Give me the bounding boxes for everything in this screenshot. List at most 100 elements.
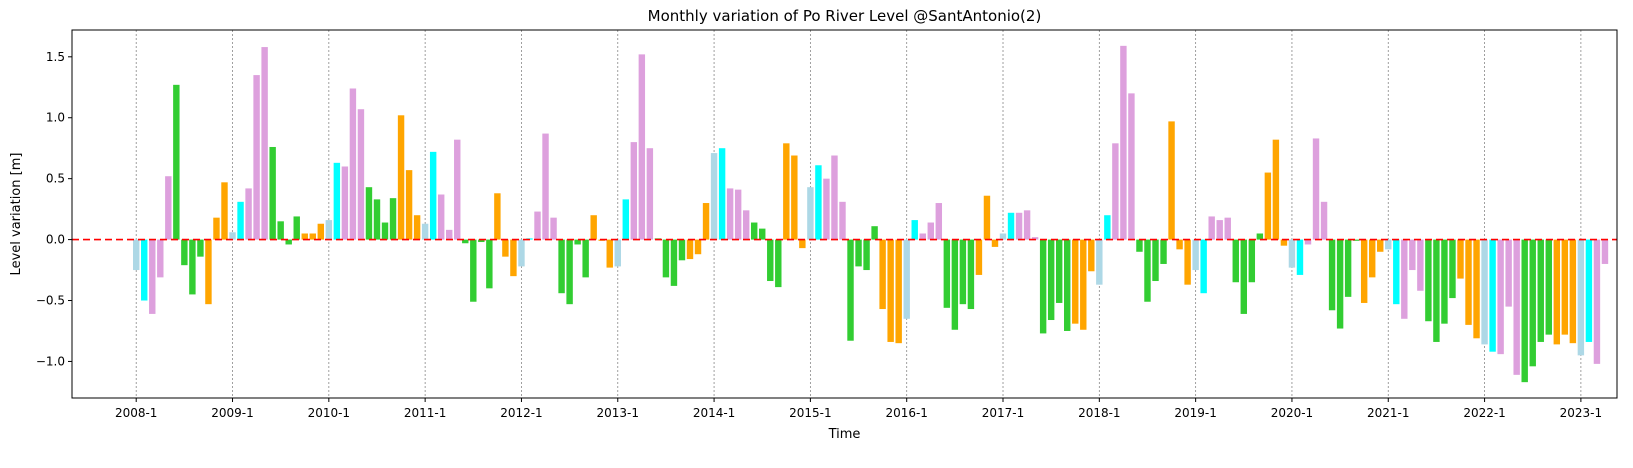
bar-month-62 (630, 142, 638, 240)
bar-month-146 (1304, 239, 1312, 245)
bar-month-150 (1336, 239, 1344, 329)
bar-month-166 (1465, 239, 1472, 325)
bar-month-94 (887, 239, 894, 342)
y-axis-ticks: 1.5 1.0 0.5 0.0 −0.5 −1.0 (36, 50, 72, 368)
bar-month-132 (1192, 239, 1199, 271)
bar-month-78 (759, 228, 766, 240)
bar-month-99 (927, 222, 934, 240)
bar-month-25 (333, 162, 341, 240)
bar-month-92 (871, 226, 878, 240)
x-axis-label: Time (828, 427, 861, 442)
y-tick-label: −1.0 (36, 354, 65, 368)
bar-month-47 (510, 239, 517, 277)
bar-month-5 (173, 84, 180, 240)
bar-month-113 (1039, 239, 1047, 334)
bar-month-24 (325, 220, 333, 240)
bar-month-84 (807, 187, 814, 240)
bar-month-125 (1136, 239, 1143, 252)
bar-month-82 (791, 155, 798, 240)
bar-month-40 (454, 139, 461, 240)
bar-month-145 (1296, 239, 1304, 275)
bar-month-90 (855, 239, 862, 267)
x-tick-label: 2010-1 (308, 406, 351, 420)
bar-month-26 (341, 166, 349, 240)
bar-month-67 (670, 239, 678, 286)
bar-month-121 (1104, 215, 1111, 240)
bar-month-2 (149, 239, 156, 314)
bar-month-100 (935, 203, 943, 240)
y-axis-label: Level variation [m] (9, 153, 24, 276)
bar-month-171 (1505, 239, 1512, 307)
bar-month-111 (1023, 210, 1031, 240)
bar-month-71 (702, 203, 710, 240)
bar-month-105 (975, 239, 983, 275)
bar-month-48 (518, 239, 525, 267)
bar-month-30 (373, 199, 381, 240)
bar-month-155 (1377, 239, 1384, 252)
bar-month-101 (943, 239, 951, 308)
x-tick-label: 2011-1 (404, 406, 447, 420)
bar-month-14 (245, 188, 252, 240)
bar-month-108 (999, 233, 1007, 240)
bar-month-143 (1280, 239, 1288, 246)
bar-month-182 (1593, 239, 1601, 364)
bar-month-118 (1080, 239, 1087, 330)
bar-month-57 (590, 215, 597, 240)
bar-month-122 (1112, 143, 1119, 240)
bar-month-133 (1200, 239, 1207, 294)
bar-month-63 (638, 54, 646, 240)
x-tick-label: 2009-1 (211, 406, 254, 420)
x-tick-label: 2021-1 (1367, 406, 1410, 420)
bar-month-168 (1481, 239, 1488, 345)
bar-month-34 (405, 170, 413, 240)
bar-month-31 (381, 222, 389, 240)
bar-month-97 (911, 220, 918, 240)
bar-month-126 (1144, 239, 1151, 302)
bar-month-110 (1015, 212, 1023, 240)
bar-month-157 (1393, 239, 1400, 305)
bar-month-46 (502, 239, 509, 257)
bar-month-163 (1441, 239, 1448, 324)
x-tick-label: 2015-1 (789, 406, 832, 420)
bar-month-178 (1561, 239, 1569, 335)
x-tick-label: 2016-1 (885, 406, 928, 420)
bar-month-116 (1064, 239, 1071, 331)
bar-month-1 (141, 239, 148, 301)
bar-month-114 (1047, 239, 1055, 321)
bar-month-130 (1176, 239, 1183, 250)
bar-month-93 (879, 239, 886, 310)
bar-month-60 (614, 239, 621, 267)
bar-month-95 (895, 239, 902, 344)
bar-month-59 (606, 239, 613, 268)
bar-month-55 (574, 239, 581, 245)
bar-month-37 (429, 151, 437, 240)
bar-month-153 (1360, 239, 1368, 303)
bar-month-167 (1473, 239, 1480, 339)
bar-month-51 (542, 133, 549, 240)
x-tick-label: 2019-1 (1174, 406, 1217, 420)
bar-month-109 (1007, 212, 1015, 240)
bar-month-76 (742, 210, 750, 240)
bar-month-28 (357, 109, 365, 240)
bar-month-29 (365, 187, 373, 240)
bar-month-56 (582, 239, 589, 278)
bar-month-103 (959, 239, 967, 305)
bar-month-53 (558, 239, 565, 294)
bar-month-54 (566, 239, 573, 305)
bar-month-148 (1320, 201, 1328, 240)
bar-month-52 (550, 217, 557, 240)
bar-month-170 (1497, 239, 1504, 355)
bar-month-15 (253, 75, 260, 240)
bar-month-87 (831, 155, 838, 240)
bar-month-3 (157, 239, 164, 278)
bar-month-139 (1248, 239, 1256, 283)
bar-month-131 (1184, 239, 1191, 285)
bar-month-119 (1088, 239, 1095, 272)
bar-month-66 (662, 239, 670, 278)
bar-month-149 (1328, 239, 1336, 311)
bars-group (132, 45, 1609, 383)
y-tick-label: 1.5 (46, 50, 65, 64)
bar-month-152 (1352, 239, 1360, 241)
bar-month-17 (269, 146, 276, 240)
bar-month-156 (1385, 239, 1392, 250)
